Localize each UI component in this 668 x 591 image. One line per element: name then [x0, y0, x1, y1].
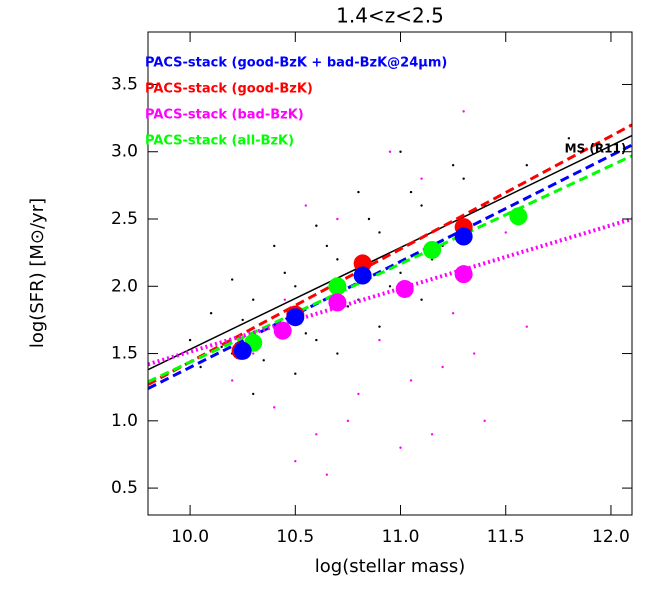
galaxy-point: [430, 433, 434, 436]
galaxy-point: [567, 137, 571, 140]
fit-line: [148, 143, 632, 390]
x-axis-label: log(stellar mass): [315, 556, 465, 577]
galaxy-point: [325, 473, 329, 476]
galaxy-point: [388, 150, 392, 153]
x-tick-label: 10.5: [276, 527, 314, 547]
chart-title: 1.4<z<2.5: [336, 4, 444, 28]
galaxy-point: [294, 372, 297, 375]
y-tick-label: 0.5: [111, 478, 138, 498]
stack-point: [423, 240, 442, 259]
y-tick-label: 3.0: [111, 142, 138, 162]
galaxy-point: [273, 406, 276, 409]
plot-frame: [147, 31, 633, 516]
galaxy-point: [399, 150, 402, 153]
galaxy-point: [462, 110, 465, 113]
x-tick-label: 12.0: [592, 527, 630, 547]
stack-point: [454, 227, 473, 246]
galaxy-point: [378, 231, 381, 234]
galaxy-point: [220, 345, 223, 349]
stack-point: [233, 341, 252, 360]
galaxy-point: [252, 392, 255, 396]
galaxy-point: [441, 365, 444, 369]
galaxy-point: [241, 318, 244, 322]
stack-point: [395, 279, 414, 298]
annotation: MS (R11): [565, 142, 627, 156]
legend-text: PACS-stack (bad-BzK): [145, 108, 304, 123]
fit-line: [148, 217, 632, 367]
galaxy-point: [262, 359, 265, 362]
galaxy-point: [409, 190, 413, 194]
galaxy-point: [283, 271, 286, 275]
stack-point: [454, 265, 473, 284]
legend-text: PACS-stack (good-BzK + bad-BzK@24μm): [145, 56, 447, 71]
galaxy-point: [346, 305, 350, 308]
galaxy-point: [283, 298, 286, 301]
galaxy-point: [304, 204, 308, 207]
galaxy-point: [399, 271, 402, 275]
galaxy-point: [252, 352, 255, 355]
galaxy-point: [230, 379, 234, 382]
galaxy-point: [315, 433, 318, 436]
fit-line: [148, 134, 632, 371]
stack-point: [286, 308, 305, 327]
y-tick-label: 3.5: [111, 74, 138, 94]
galaxy-point: [336, 217, 339, 221]
y-tick-label: 2.5: [111, 209, 138, 229]
legend-text: PACS-stack (all-BzK): [145, 134, 294, 149]
fit-line: [148, 123, 632, 386]
plot-area: [148, 110, 632, 476]
stack-point: [328, 277, 347, 296]
x-tick-label: 10.0: [171, 527, 209, 547]
galaxy-point: [315, 338, 318, 342]
galaxy-point: [378, 338, 381, 342]
galaxy-point: [304, 332, 308, 335]
galaxy-point: [188, 338, 192, 342]
galaxy-point: [399, 446, 402, 449]
galaxy-point: [388, 285, 392, 288]
galaxy-point: [483, 419, 486, 423]
stack-point: [353, 266, 372, 285]
galaxy-point: [294, 459, 297, 463]
galaxy-point: [357, 190, 360, 194]
stack-point: [328, 293, 347, 312]
galaxy-point: [420, 298, 423, 301]
galaxy-point: [336, 352, 339, 355]
galaxy-point: [315, 224, 318, 227]
galaxy-point: [336, 258, 339, 261]
x-tick-label: 11.0: [382, 527, 420, 547]
stack-point: [509, 207, 528, 226]
galaxy-point: [420, 177, 423, 180]
y-tick-label: 2.0: [111, 276, 138, 296]
galaxy-point: [420, 204, 423, 207]
galaxy-point: [525, 163, 528, 167]
galaxy-point: [367, 217, 371, 221]
y-tick-label: 1.5: [111, 344, 138, 364]
legend-text: PACS-stack (good-BzK): [145, 82, 313, 97]
galaxy-point: [325, 244, 329, 248]
galaxy-point: [462, 177, 465, 180]
galaxy-point: [273, 244, 276, 248]
galaxy-point: [409, 379, 413, 382]
galaxy-point: [294, 285, 297, 288]
y-axis-label: log(SFR) [M⊙/yr]: [27, 198, 48, 348]
galaxy-point: [357, 392, 360, 396]
x-tick-label: 11.5: [487, 527, 525, 547]
galaxy-point: [451, 311, 455, 315]
galaxy-point: [378, 325, 381, 328]
stack-point: [273, 321, 292, 340]
y-tick-label: 1.0: [111, 411, 138, 431]
galaxy-point: [451, 163, 455, 167]
galaxy-point: [472, 352, 476, 355]
galaxy-point: [209, 311, 213, 315]
galaxy-point: [504, 231, 507, 234]
galaxy-point: [199, 365, 202, 369]
galaxy-point: [252, 298, 255, 301]
galaxy-point: [525, 325, 528, 328]
fit-line: [148, 154, 632, 384]
galaxy-point: [346, 419, 350, 423]
galaxy-point: [230, 278, 234, 281]
